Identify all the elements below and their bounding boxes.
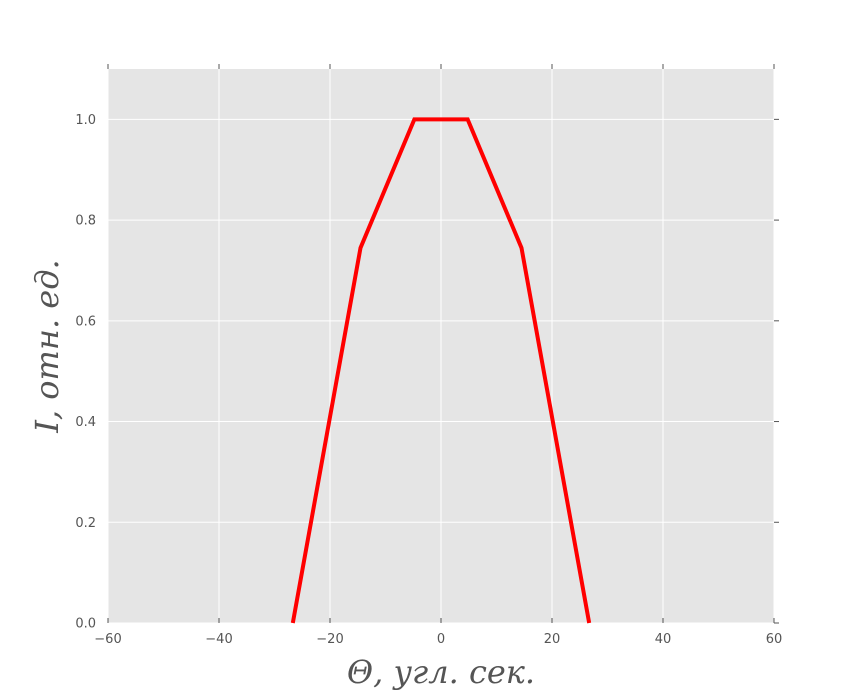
x-tick-label: 0	[437, 632, 445, 647]
y-axis-title: I, отн. ед.	[28, 259, 66, 433]
series-layer	[290, 117, 592, 624]
y-tick-label: 0.8	[75, 214, 96, 229]
x-tick-label: 40	[655, 632, 672, 647]
axis-ticks	[107, 64, 779, 624]
y-tick-label: 1.0	[75, 113, 96, 128]
x-tick-label: 60	[766, 632, 783, 647]
y-tick-label: 0.0	[75, 617, 96, 632]
x-tick-label: −60	[94, 632, 121, 647]
x-tick-label: −20	[316, 632, 343, 647]
y-tick-label: 0.2	[75, 516, 96, 531]
x-axis-title: Θ, угл. сек.	[347, 653, 535, 691]
tick-labels: −60 −40 −20 0 20 40 60 0.0 0.2 0.4 0.6 0.8 1.0	[75, 113, 782, 647]
series-line	[290, 117, 592, 624]
y-tick-label: 0.6	[75, 314, 96, 329]
y-tick-label: 0.4	[75, 415, 96, 430]
x-tick-label: −40	[205, 632, 232, 647]
x-tick-label: 20	[544, 632, 561, 647]
